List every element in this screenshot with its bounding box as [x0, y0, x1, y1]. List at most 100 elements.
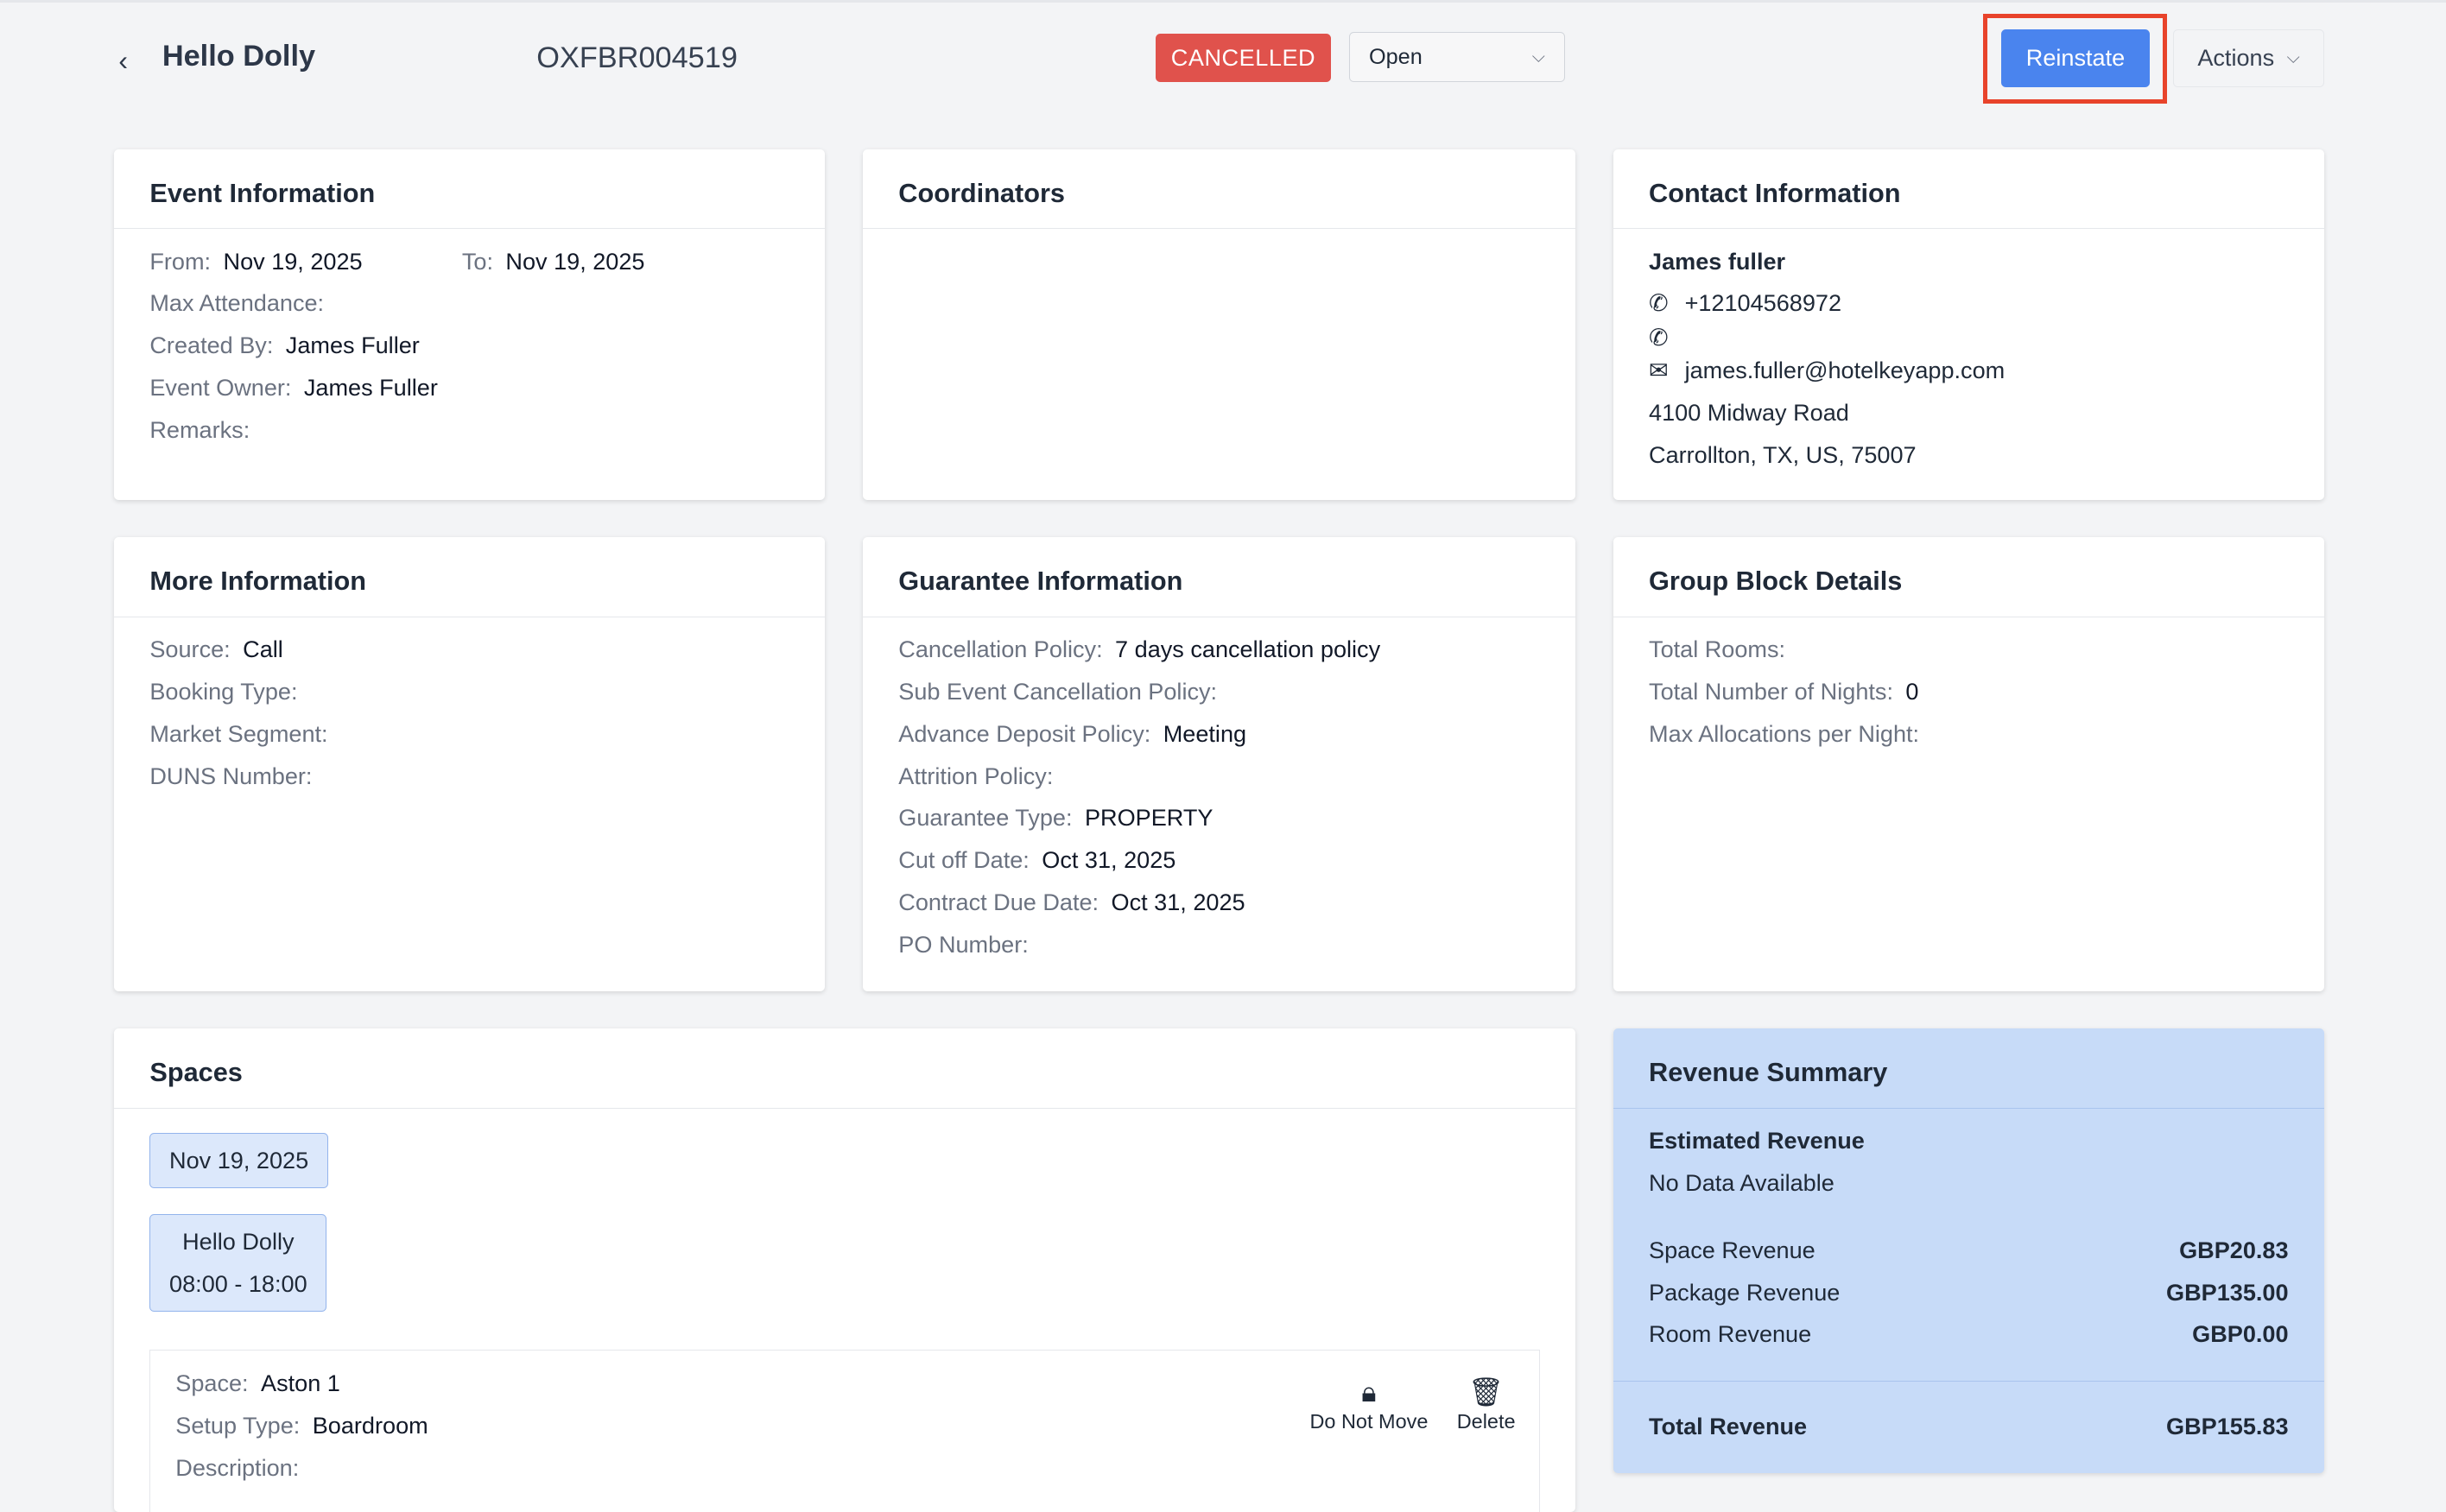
delete-button[interactable]: 🗑︎ Delete: [1457, 1376, 1516, 1433]
revenue-value: GBP135.00: [2166, 1278, 2289, 1306]
revenue-row: Room Revenue GBP0.00: [1649, 1319, 2289, 1361]
total-revenue-value: GBP155.83: [2166, 1412, 2289, 1439]
field-label: PO Number:: [898, 930, 1029, 958]
field-label: Space:: [175, 1370, 249, 1397]
more-information-card: More Information Source: Call Booking Type…: [113, 537, 826, 992]
field-row: DUNS Number:: [149, 761, 789, 803]
date-row: From: Nov 19, 2025 To: Nov 19, 2025: [149, 246, 789, 288]
field-label: Total Rooms:: [1649, 636, 1786, 663]
actions-button[interactable]: Actions ⌵: [2172, 28, 2325, 87]
field-row: Source: Call: [149, 634, 789, 676]
card-title: Group Block Details: [1613, 537, 2325, 617]
event-chip-name: Hello Dolly: [182, 1227, 295, 1255]
delete-label: Delete: [1456, 1410, 1516, 1433]
spaces-card: Spaces Nov 19, 2025 Hello Dolly 08:00 - …: [113, 1028, 1576, 1512]
mail-icon: ✉: [1649, 357, 1669, 384]
field-value: 7 days cancellation policy: [1115, 636, 1381, 663]
chevron-down-icon: ⌵: [1531, 47, 1545, 66]
field-value: Oct 31, 2025: [1111, 888, 1245, 915]
booking-code: OXFBR004519: [536, 41, 738, 75]
field-row: Space: Aston 1: [175, 1368, 1513, 1410]
event-chip[interactable]: Hello Dolly 08:00 - 18:00: [149, 1214, 327, 1312]
phone-row: ✆ +12104568972: [1649, 288, 2289, 322]
field-row: Max Allocations per Night:: [1649, 718, 2289, 761]
status-select-value: Open: [1368, 44, 1423, 69]
field-label: Created By:: [149, 332, 274, 359]
revenue-label: Package Revenue: [1649, 1278, 1841, 1306]
field-row: Event Owner: James Fuller: [149, 372, 789, 414]
field-value: Call: [243, 636, 283, 663]
status-select[interactable]: Open ⌵: [1349, 32, 1565, 83]
contact-information-card: Contact Information James fuller ✆ +12104…: [1613, 149, 2325, 501]
to-value: Nov 19, 2025: [505, 247, 645, 275]
phone2-row: ✆: [1649, 322, 2289, 355]
total-revenue-row: Total Revenue GBP155.83: [1613, 1382, 2325, 1474]
do-not-move-label: Do Not Move: [1309, 1410, 1429, 1433]
do-not-move-button[interactable]: 🔒︎ Do Not Move: [1309, 1376, 1428, 1433]
field-row: Cut off Date: Oct 31, 2025: [898, 845, 1539, 887]
field-value: Boardroom: [312, 1412, 428, 1439]
reinstate-button[interactable]: Reinstate: [2001, 28, 2150, 87]
field-value: 0: [1905, 678, 1919, 705]
card-title: Revenue Summary: [1613, 1028, 2325, 1109]
estimated-revenue-label: Estimated Revenue: [1649, 1127, 1865, 1155]
field-row: Total Rooms:: [1649, 634, 2289, 676]
field-label: Advance Deposit Policy:: [898, 719, 1151, 747]
estimated-revenue-value: No Data Available: [1649, 1169, 1834, 1197]
highlight-box: [1982, 13, 2167, 104]
field-row: Contract Due Date: Oct 31, 2025: [898, 887, 1539, 929]
field-label: Source:: [149, 636, 231, 663]
event-chip-time: 08:00 - 18:00: [169, 1269, 307, 1297]
field-label: Setup Type:: [175, 1412, 301, 1439]
date-chip[interactable]: Nov 19, 2025: [149, 1133, 328, 1188]
field-value: Oct 31, 2025: [1042, 846, 1176, 874]
field-value: Meeting: [1163, 719, 1247, 747]
address-line-1: 4100 Midway Road: [1649, 398, 1849, 426]
card-title: Coordinators: [862, 149, 1576, 229]
field-value: James Fuller: [285, 332, 420, 359]
field-label: Max Attendance:: [149, 289, 325, 317]
actions-label: Actions: [2197, 44, 2275, 72]
address-line-2: Carrollton, TX, US, 75007: [1649, 440, 1917, 468]
revenue-value: GBP0.00: [2192, 1320, 2289, 1348]
event-information-card: Event Information From: Nov 19, 2025 To: No…: [113, 149, 826, 501]
lock-icon: 🔒︎: [1361, 1376, 1377, 1408]
phone-icon: ✆: [1649, 289, 1669, 317]
revenue-row: Package Revenue GBP135.00: [1649, 1277, 2289, 1319]
email-value[interactable]: james.fuller@hotelkeyapp.com: [1684, 357, 2006, 384]
status-badge: CANCELLED: [1156, 34, 1331, 83]
coordinators-card: Coordinators: [862, 149, 1576, 501]
field-label: Cancellation Policy:: [898, 636, 1103, 663]
revenue-value: GBP20.83: [2179, 1236, 2289, 1263]
field-row: PO Number:: [898, 929, 1539, 971]
field-row: Max Attendance:: [149, 288, 789, 330]
trash-icon: 🗑︎: [1467, 1376, 1505, 1408]
guarantee-information-card: Guarantee Information Cancellation Polic…: [862, 537, 1576, 992]
group-block-details-card: Group Block Details Total Rooms: Total Nu…: [1613, 537, 2325, 992]
phone-value[interactable]: +12104568972: [1684, 289, 1842, 317]
field-row: Attrition Policy:: [898, 761, 1539, 803]
field-label: Event Owner:: [149, 373, 292, 401]
field-row: Total Number of Nights: 0: [1649, 676, 2289, 718]
chevron-down-icon: ⌵: [2286, 47, 2300, 67]
back-chevron-icon[interactable]: ‹: [118, 44, 129, 76]
revenue-row: Space Revenue GBP20.83: [1649, 1235, 2289, 1277]
contact-name: James fuller: [1649, 247, 1786, 275]
field-label: Description:: [175, 1453, 300, 1481]
field-label: Cut off Date:: [898, 846, 1030, 874]
field-label: Sub Event Cancellation Policy:: [898, 678, 1218, 705]
total-revenue-label: Total Revenue: [1649, 1412, 1808, 1439]
field-label: Contract Due Date:: [898, 888, 1099, 915]
card-title: More Information: [113, 537, 826, 617]
revenue-label: Space Revenue: [1649, 1236, 1815, 1263]
field-value: Aston 1: [261, 1370, 340, 1397]
to-label: To:: [461, 247, 493, 275]
card-title: Contact Information: [1613, 149, 2325, 229]
revenue-summary-card: Revenue Summary Estimated Revenue No Dat…: [1613, 1028, 2325, 1474]
field-value: James Fuller: [303, 373, 438, 401]
field-label: DUNS Number:: [149, 762, 313, 789]
email-row: ✉ james.fuller@hotelkeyapp.com: [1649, 355, 2289, 397]
card-title: Event Information: [113, 149, 826, 229]
field-row: Booking Type:: [149, 676, 789, 718]
